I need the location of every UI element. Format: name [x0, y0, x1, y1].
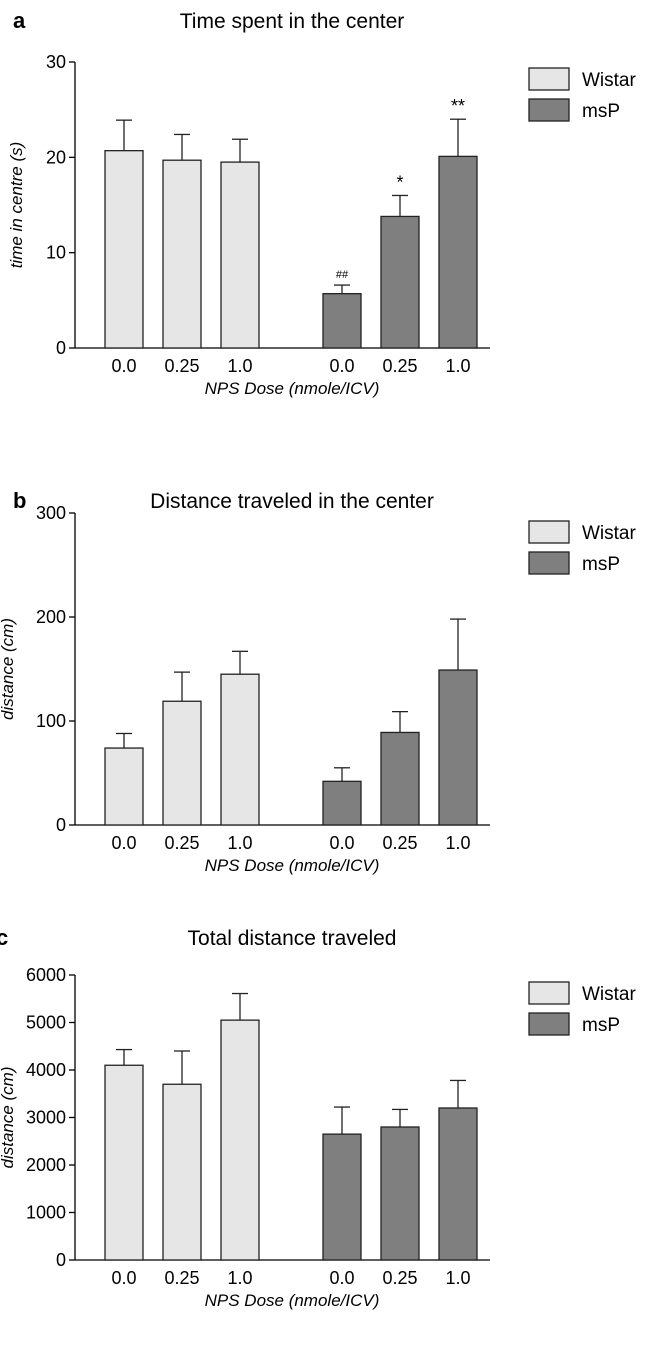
x-tick-label: 0.25 [164, 833, 199, 853]
x-tick-label: 0.0 [111, 356, 136, 376]
bar-msp-1.0 [438, 1107, 478, 1261]
bar-wistar-1.0 [220, 161, 260, 349]
significance-marker: ** [451, 96, 465, 116]
bar-wistar-0.0 [104, 747, 144, 826]
y-tick-label: 3000 [26, 1108, 66, 1128]
x-tick-label: 0.25 [164, 1268, 199, 1288]
x-tick-label: 0.25 [382, 833, 417, 853]
bar-msp-0.0 [322, 1133, 362, 1261]
bar-msp-0.0 [322, 780, 362, 826]
bar-msp-0.25 [380, 215, 420, 349]
y-tick-label: 20 [46, 147, 66, 167]
y-tick-label: 0 [56, 1250, 66, 1270]
legend-label-wistar: Wistar [582, 523, 637, 544]
legend-label-wistar: Wistar [582, 70, 637, 91]
legend-swatch-msp [528, 551, 570, 575]
x-axis-label: NPS Dose (nmole/ICV) [205, 379, 380, 398]
x-tick-label: 0.0 [329, 833, 354, 853]
y-tick-label: 2000 [26, 1155, 66, 1175]
y-tick-label: 0 [56, 338, 66, 358]
x-tick-label: 0.25 [164, 356, 199, 376]
legend-label-msp: msP [582, 101, 620, 122]
y-tick-label: 6000 [26, 965, 66, 985]
legend-swatch-wistar [528, 67, 570, 91]
bar-wistar-1.0 [220, 673, 260, 826]
bar-msp-1.0 [438, 669, 478, 826]
x-axis-label: NPS Dose (nmole/ICV) [205, 856, 380, 875]
legend-label-wistar: Wistar [582, 984, 637, 1005]
x-tick-label: 0.0 [111, 1268, 136, 1288]
bar-wistar-0.0 [104, 150, 144, 349]
panel-letter: c [0, 925, 8, 950]
bar-msp-0.0 [322, 293, 362, 349]
y-tick-label: 200 [36, 607, 66, 627]
legend-swatch-wistar [528, 981, 570, 1005]
panel-c: c Total distance traveled 0 1000 2000 3000 400… [0, 925, 637, 1310]
panel-a: a Time spent in the center 0 10 20 30 time in … [7, 8, 637, 398]
y-tick-label: 4000 [26, 1060, 66, 1080]
legend-swatch-msp [528, 1012, 570, 1036]
legend-label-msp: msP [582, 1015, 620, 1036]
y-tick-label: 5000 [26, 1013, 66, 1033]
x-tick-label: 0.0 [111, 833, 136, 853]
y-tick-label: 100 [36, 711, 66, 731]
panel-b: b Distance traveled in the center 0 100 200 3… [0, 488, 637, 875]
bar-wistar-0.25 [162, 159, 202, 349]
x-tick-label: 1.0 [445, 833, 470, 853]
y-axis-label: time in centre (s) [7, 142, 26, 269]
significance-marker: ## [336, 269, 349, 281]
x-tick-label: 1.0 [445, 1268, 470, 1288]
bar-msp-1.0 [438, 155, 478, 349]
chart-title: Distance traveled in the center [150, 490, 434, 513]
y-axis-label: distance (cm) [0, 1066, 17, 1168]
bar-wistar-0.25 [162, 700, 202, 826]
y-tick-label: 0 [56, 815, 66, 835]
x-tick-label: 0.25 [382, 1268, 417, 1288]
y-axis-label: distance (cm) [0, 618, 17, 720]
x-tick-label: 1.0 [227, 833, 252, 853]
x-tick-label: 0.25 [382, 356, 417, 376]
legend-swatch-msp [528, 98, 570, 122]
y-tick-label: 10 [46, 243, 66, 263]
bar-wistar-1.0 [220, 1019, 260, 1261]
x-tick-label: 1.0 [445, 356, 470, 376]
x-tick-label: 0.0 [329, 356, 354, 376]
y-tick-label: 1000 [26, 1203, 66, 1223]
x-tick-label: 1.0 [227, 356, 252, 376]
y-tick-label: 30 [46, 52, 66, 72]
x-axis-label: NPS Dose (nmole/ICV) [205, 1291, 380, 1310]
x-tick-label: 1.0 [227, 1268, 252, 1288]
legend-swatch-wistar [528, 520, 570, 544]
chart-title: Time spent in the center [180, 10, 405, 33]
legend-label-msp: msP [582, 554, 620, 575]
bar-wistar-0.25 [162, 1083, 202, 1261]
significance-marker: * [396, 172, 403, 192]
chart-title: Total distance traveled [188, 927, 397, 950]
bar-msp-0.25 [380, 731, 420, 826]
panel-letter: b [13, 488, 26, 513]
bar-msp-0.25 [380, 1126, 420, 1261]
y-tick-label: 300 [36, 503, 66, 523]
x-tick-label: 0.0 [329, 1268, 354, 1288]
panel-letter: a [13, 8, 26, 33]
bar-wistar-0.0 [104, 1064, 144, 1261]
